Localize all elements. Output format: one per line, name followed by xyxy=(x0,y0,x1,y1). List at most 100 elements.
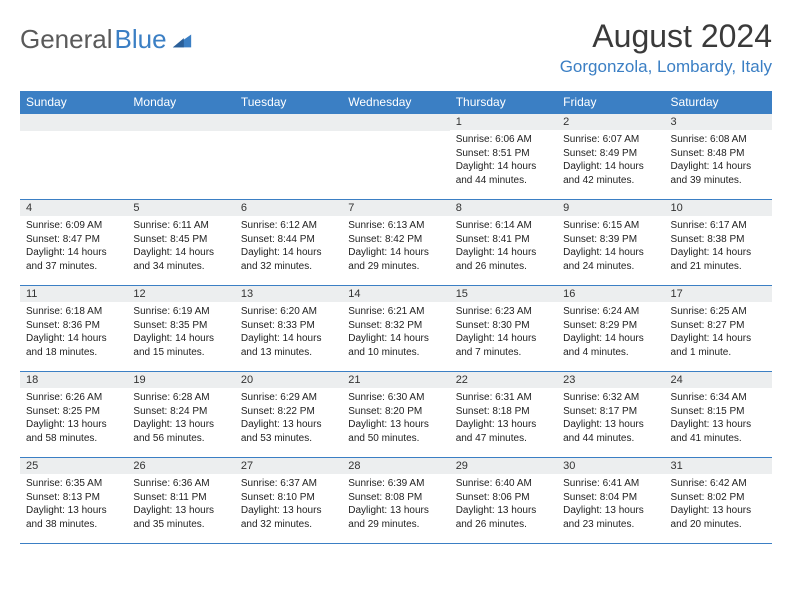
day-data: Sunrise: 6:20 AMSunset: 8:33 PMDaylight:… xyxy=(235,302,342,364)
sunrise-text: Sunrise: 6:26 AM xyxy=(26,391,121,405)
day-cell: 30Sunrise: 6:41 AMSunset: 8:04 PMDayligh… xyxy=(557,457,664,543)
day-data: Sunrise: 6:35 AMSunset: 8:13 PMDaylight:… xyxy=(20,474,127,536)
day-data: Sunrise: 6:11 AMSunset: 8:45 PMDaylight:… xyxy=(127,216,234,278)
week-row: 4 Sunrise: 6:09 AMSunset: 8:47 PM Daylight… xyxy=(20,199,772,285)
day-number: 22 xyxy=(450,372,557,388)
sunrise-text: Sunrise: 6:35 AM xyxy=(26,477,121,491)
sunrise-text: Sunrise: 6:13 AM xyxy=(348,219,443,233)
sunset-text: Sunset: 8:29 PM xyxy=(563,319,658,333)
day-cell: 2Sunrise: 6:07 AMSunset: 8:49 PMDaylight… xyxy=(557,113,664,199)
day-number: 4 xyxy=(20,200,127,216)
day-cell: 6Sunrise: 6:12 AMSunset: 8:44 PMDaylight… xyxy=(235,199,342,285)
location-label: Gorgonzola, Lombardy, Italy xyxy=(560,57,772,77)
day-cell: 17Sunrise: 6:25 AMSunset: 8:27 PMDayligh… xyxy=(665,285,772,371)
calendar-grid: Sunday Monday Tuesday Wednesday Thursday… xyxy=(20,91,772,544)
week-row: 1Sunrise: 6:06 AMSunset: 8:51 PMDaylight… xyxy=(20,113,772,199)
sunrise-text: Sunrise: 6:23 AM xyxy=(456,305,551,319)
sunrise-text: Sunrise: 6:19 AM xyxy=(133,305,228,319)
sunset-text: Sunset: 8:47 PM xyxy=(26,233,121,247)
daylight-text: Daylight: 13 hours and 35 minutes. xyxy=(133,504,228,531)
daylight-text: Daylight: 13 hours and 29 minutes. xyxy=(348,504,443,531)
sunrise-text: Sunrise: 6:25 AM xyxy=(671,305,766,319)
day-number: 13 xyxy=(235,286,342,302)
day-data: Sunrise: 6:07 AMSunset: 8:49 PMDaylight:… xyxy=(557,130,664,192)
day-cell: 11Sunrise: 6:18 AMSunset: 8:36 PMDayligh… xyxy=(20,285,127,371)
day-cell: 15Sunrise: 6:23 AMSunset: 8:30 PMDayligh… xyxy=(450,285,557,371)
sunrise-text: Sunrise: 6:34 AM xyxy=(671,391,766,405)
daylight-text: Daylight: 13 hours and 32 minutes. xyxy=(241,504,336,531)
day-number xyxy=(127,114,234,131)
sunset-text: Sunset: 8:30 PM xyxy=(456,319,551,333)
day-data: Sunrise: 6:13 AMSunset: 8:42 PMDaylight:… xyxy=(342,216,449,278)
sunset-text: Sunset: 8:36 PM xyxy=(26,319,121,333)
day-cell: 16Sunrise: 6:24 AMSunset: 8:29 PMDayligh… xyxy=(557,285,664,371)
day-number: 11 xyxy=(20,286,127,302)
day-number: 29 xyxy=(450,458,557,474)
sunset-text: Sunset: 8:35 PM xyxy=(133,319,228,333)
day-data: Sunrise: 6:12 AMSunset: 8:44 PMDaylight:… xyxy=(235,216,342,278)
sunset-text: Sunset: 8:15 PM xyxy=(671,405,766,419)
day-number: 19 xyxy=(127,372,234,388)
sunrise-text: Sunrise: 6:31 AM xyxy=(456,391,551,405)
day-number: 21 xyxy=(342,372,449,388)
day-data: Sunrise: 6:29 AMSunset: 8:22 PMDaylight:… xyxy=(235,388,342,450)
sunset-text: Sunset: 8:10 PM xyxy=(241,491,336,505)
day-cell: 20Sunrise: 6:29 AMSunset: 8:22 PMDayligh… xyxy=(235,371,342,457)
sunrise-text: Sunrise: 6:28 AM xyxy=(133,391,228,405)
weekday-header: Saturday xyxy=(665,91,772,113)
weekday-header: Friday xyxy=(557,91,664,113)
sunrise-text: Sunrise: 6:39 AM xyxy=(348,477,443,491)
day-data: Sunrise: 6:42 AMSunset: 8:02 PMDaylight:… xyxy=(665,474,772,536)
day-data: Sunrise: 6:25 AMSunset: 8:27 PMDaylight:… xyxy=(665,302,772,364)
day-data: Sunrise: 6:30 AMSunset: 8:20 PMDaylight:… xyxy=(342,388,449,450)
day-data: Sunrise: 6:23 AMSunset: 8:30 PMDaylight:… xyxy=(450,302,557,364)
daylight-text: Daylight: 13 hours and 47 minutes. xyxy=(456,418,551,445)
day-number: 20 xyxy=(235,372,342,388)
day-number: 9 xyxy=(557,200,664,216)
daylight-text: Daylight: 14 hours and 42 minutes. xyxy=(563,160,658,187)
day-number: 31 xyxy=(665,458,772,474)
day-cell: 12Sunrise: 6:19 AMSunset: 8:35 PMDayligh… xyxy=(127,285,234,371)
daylight-text: Daylight: 14 hours and 34 minutes. xyxy=(133,246,228,273)
daylight-text: Daylight: 13 hours and 44 minutes. xyxy=(563,418,658,445)
day-data: Sunrise: 6:41 AMSunset: 8:04 PMDaylight:… xyxy=(557,474,664,536)
sunrise-text: Sunrise: 6:30 AM xyxy=(348,391,443,405)
day-data: Sunrise: 6:37 AMSunset: 8:10 PMDaylight:… xyxy=(235,474,342,536)
sunrise-text: Sunrise: 6:17 AM xyxy=(671,219,766,233)
day-number: 27 xyxy=(235,458,342,474)
sunset-text: Sunset: 8:20 PM xyxy=(348,405,443,419)
day-number: 24 xyxy=(665,372,772,388)
sunset-text: Sunset: 8:08 PM xyxy=(348,491,443,505)
day-number: 3 xyxy=(665,114,772,130)
title-block: August 2024 Gorgonzola, Lombardy, Italy xyxy=(560,18,772,77)
weekday-header: Wednesday xyxy=(342,91,449,113)
day-number: 10 xyxy=(665,200,772,216)
day-cell: 29Sunrise: 6:40 AMSunset: 8:06 PMDayligh… xyxy=(450,457,557,543)
daylight-text: Daylight: 13 hours and 53 minutes. xyxy=(241,418,336,445)
day-cell: 4Sunrise: 6:09 AMSunset: 8:47 PMDaylight… xyxy=(20,199,127,285)
daylight-text: Daylight: 14 hours and 1 minute. xyxy=(671,332,766,359)
sunset-text: Sunset: 8:41 PM xyxy=(456,233,551,247)
sunrise-text: Sunrise: 6:12 AM xyxy=(241,219,336,233)
daylight-text: Daylight: 14 hours and 13 minutes. xyxy=(241,332,336,359)
daylight-text: Daylight: 14 hours and 39 minutes. xyxy=(671,160,766,187)
day-number: 12 xyxy=(127,286,234,302)
day-number: 14 xyxy=(342,286,449,302)
daylight-text: Daylight: 14 hours and 32 minutes. xyxy=(241,246,336,273)
day-cell: 14Sunrise: 6:21 AMSunset: 8:32 PMDayligh… xyxy=(342,285,449,371)
day-cell: 21Sunrise: 6:30 AMSunset: 8:20 PMDayligh… xyxy=(342,371,449,457)
day-data: Sunrise: 6:15 AMSunset: 8:39 PMDaylight:… xyxy=(557,216,664,278)
weekday-header: Tuesday xyxy=(235,91,342,113)
day-number: 28 xyxy=(342,458,449,474)
sunset-text: Sunset: 8:06 PM xyxy=(456,491,551,505)
sunset-text: Sunset: 8:27 PM xyxy=(671,319,766,333)
daylight-text: Daylight: 14 hours and 4 minutes. xyxy=(563,332,658,359)
daylight-text: Daylight: 13 hours and 23 minutes. xyxy=(563,504,658,531)
day-cell: 26Sunrise: 6:36 AMSunset: 8:11 PMDayligh… xyxy=(127,457,234,543)
day-number: 30 xyxy=(557,458,664,474)
day-data: Sunrise: 6:36 AMSunset: 8:11 PMDaylight:… xyxy=(127,474,234,536)
daylight-text: Daylight: 13 hours and 38 minutes. xyxy=(26,504,121,531)
sunset-text: Sunset: 8:22 PM xyxy=(241,405,336,419)
sunrise-text: Sunrise: 6:09 AM xyxy=(26,219,121,233)
day-cell: 3Sunrise: 6:08 AMSunset: 8:48 PMDaylight… xyxy=(665,113,772,199)
